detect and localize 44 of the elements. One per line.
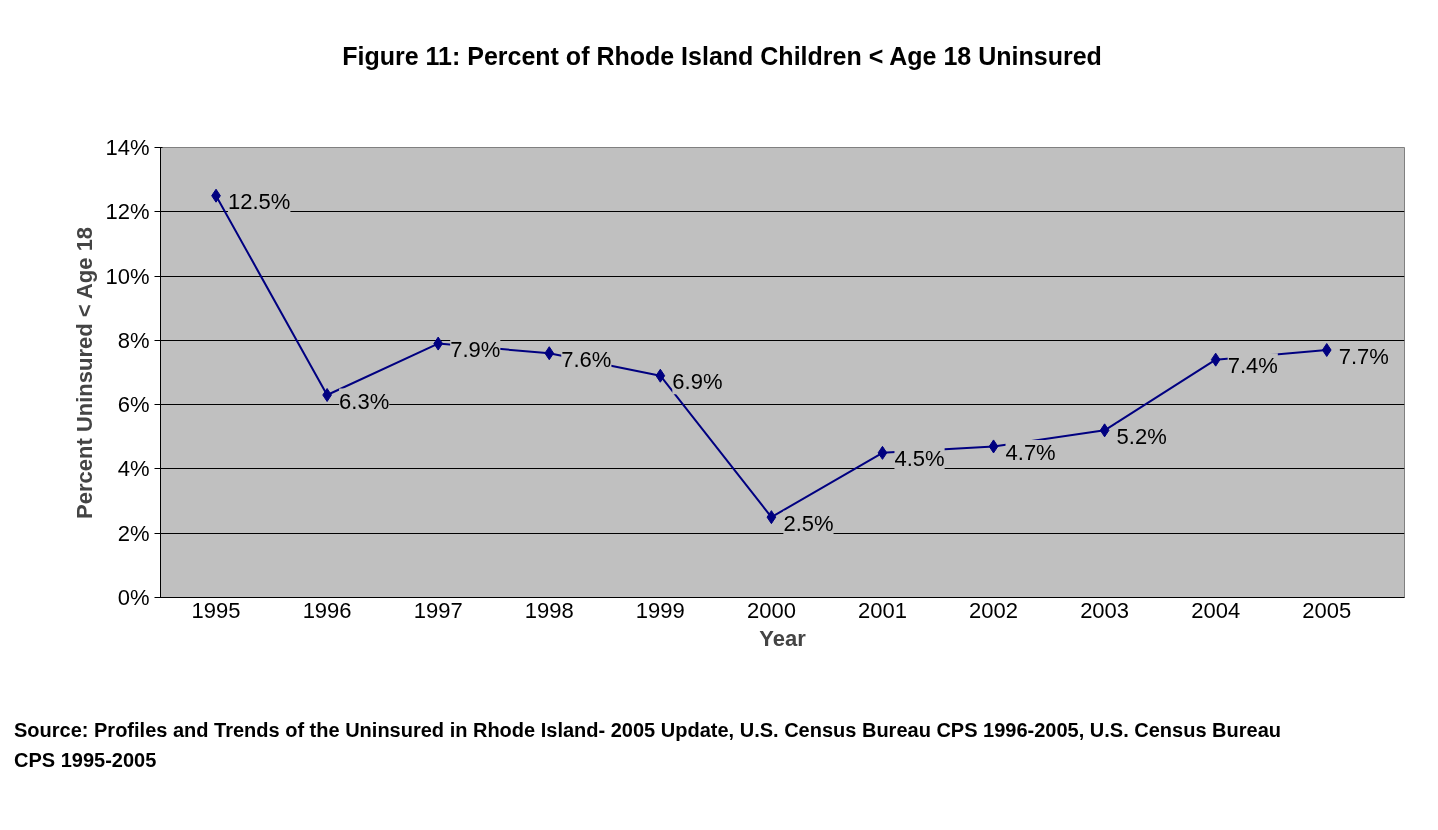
x-axis-title: Year [759,625,807,651]
y-tick-label: 6% [117,392,150,418]
data-label: 7.9% [450,337,501,363]
x-tick-label: 1996 [302,597,352,623]
x-tick-label: 1995 [191,597,241,623]
x-tick-label: 2003 [1080,597,1130,623]
x-tick-label: 1998 [524,597,574,623]
y-tick-label: 10% [105,263,150,289]
data-label: 5.2% [1116,423,1167,449]
point [655,368,666,383]
y-tick-label: 0% [117,585,150,610]
y-tick-label: 12% [105,199,150,225]
point [1099,423,1110,438]
data-label: 2.5% [783,510,834,536]
x-tick-label: 2001 [857,597,907,623]
data-label: 4.7% [1005,439,1056,465]
y-axis-title: Percent Uninsured < Age 18 [72,226,98,519]
data-label: 7.7% [1338,343,1389,369]
point [877,445,888,460]
y-tick-label: 8% [117,327,150,353]
point [1210,352,1221,367]
x-tick-label: 1997 [413,597,463,623]
y-tick-label: 4% [117,456,150,482]
point [433,336,444,351]
x-tick-label: 1999 [635,597,685,623]
point [766,510,777,525]
x-tick-label: 2000 [746,597,796,623]
point [544,346,555,361]
point [988,439,999,454]
point [322,388,332,402]
x-tick-label: 2002 [969,597,1019,623]
data-label: 7.6% [561,346,612,372]
x-tick-label: 2004 [1191,597,1241,623]
data-label: 6.9% [672,369,723,395]
source-note: Source: Profiles and Trends of the Uninsured in Rhode Island- 2005 Update, U.S. Census Bureau CPS 1996-2005, U.S. Census Bureau CPS 1995-2005 [14,718,1282,773]
point [1321,343,1332,357]
y-tick-label: 2% [117,520,150,546]
x-tick-label: 2005 [1302,597,1352,623]
data-label: 7.4% [1227,353,1278,379]
data-label: 12.5% [228,189,291,215]
data-label: 6.3% [339,388,390,414]
data-label: 4.5% [894,446,945,472]
chart-title: Figure 11: Percent of Rhode Island Children < Age 18 Uninsured [342,41,1102,72]
y-tick-label: 14% [105,135,150,160]
